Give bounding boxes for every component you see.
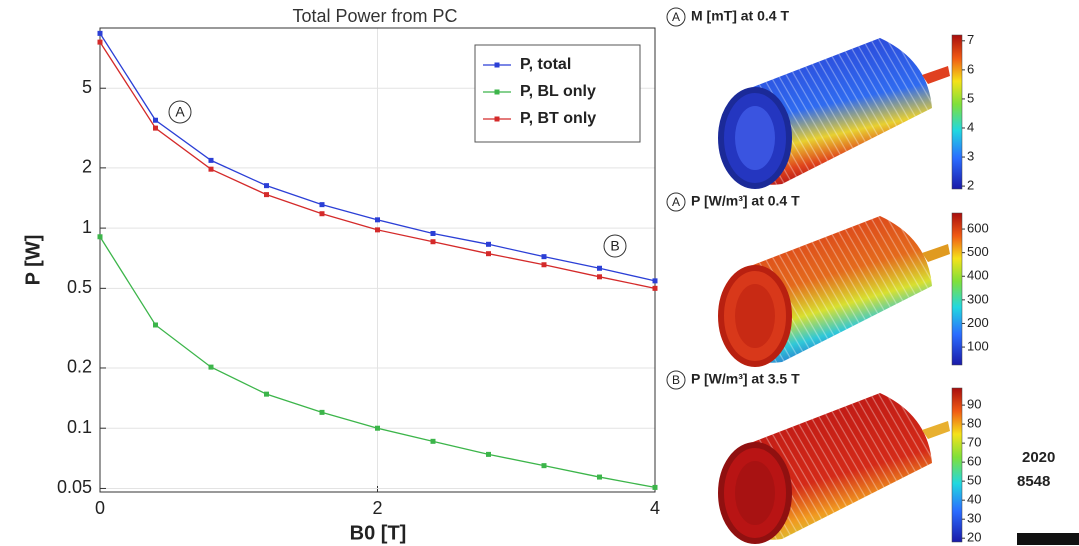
point: [98, 40, 103, 45]
colorbar-tick-label: 200: [967, 315, 989, 330]
colorbar-tick-label: 300: [967, 291, 989, 306]
point: [486, 251, 491, 256]
point: [209, 365, 214, 370]
colorbar-tick-label: 6: [967, 61, 974, 76]
cylinder: [721, 216, 950, 364]
point: [98, 234, 103, 239]
colorbar-tick-label: 500: [967, 244, 989, 259]
x-tick-label: 2: [372, 498, 382, 518]
panel-marker: B: [672, 373, 680, 387]
cylinder-renders: [721, 38, 950, 541]
panel-title: P [W/m³] at 0.4 T: [691, 193, 800, 209]
point: [431, 231, 436, 236]
colorbar: [952, 388, 962, 542]
point: [653, 286, 658, 291]
legend-label: P, BT only: [520, 110, 596, 127]
colorbar-tick-label: 7: [967, 32, 974, 47]
legend-marker: [495, 63, 500, 68]
point: [209, 158, 214, 163]
colorbar-tick-label: 60: [967, 454, 981, 469]
colorbar-tick-label: 40: [967, 492, 981, 507]
colorbar: [952, 35, 962, 189]
point: [597, 274, 602, 279]
point: [153, 126, 158, 131]
colorbar-tick-label: 20: [967, 530, 981, 545]
colorbar-tick-label: 400: [967, 268, 989, 283]
chart-title: Total Power from PC: [292, 6, 457, 26]
colorbar-tick-label: 5: [967, 90, 974, 105]
side-text: 8548: [1017, 473, 1050, 490]
colorbar-tick-label: 70: [967, 435, 981, 450]
point: [264, 392, 269, 397]
point: [264, 183, 269, 188]
annotation: B: [610, 238, 619, 254]
legend-marker: [495, 90, 500, 95]
point: [320, 202, 325, 207]
y-tick-label: 2: [82, 157, 92, 177]
colorbar-tick-label: 90: [967, 397, 981, 412]
colorbar-tick-label: 4: [967, 119, 974, 134]
x-tick-label: 0: [95, 498, 105, 518]
point: [375, 217, 380, 222]
page: Total Power from PC B0 [T] P [W] 2020 85…: [0, 0, 1079, 546]
y-tick-label: 0.1: [67, 417, 92, 437]
point: [431, 439, 436, 444]
point: [153, 322, 158, 327]
point: [98, 31, 103, 36]
point: [375, 227, 380, 232]
point: [542, 262, 547, 267]
x-tick-label: 4: [650, 498, 660, 518]
point: [431, 239, 436, 244]
point: [542, 254, 547, 259]
legend-marker: [495, 117, 500, 122]
black-bar: [1017, 533, 1079, 545]
point: [597, 266, 602, 271]
point: [653, 278, 658, 283]
x-axis-label: B0 [T]: [350, 522, 407, 544]
y-tick-label: 5: [82, 77, 92, 97]
colorbar-tick-label: 2: [967, 178, 974, 193]
colorbar: [952, 213, 962, 365]
legend-label: P, BL only: [520, 83, 596, 100]
point: [153, 118, 158, 123]
colorbar-tick-label: 100: [967, 338, 989, 353]
legend-label: P, total: [520, 56, 571, 73]
colorbar-tick-label: 50: [967, 473, 981, 488]
panel-title: P [W/m³] at 3.5 T: [691, 371, 800, 387]
y-tick-label: 1: [82, 217, 92, 237]
y-axis-label: P [W]: [22, 235, 44, 286]
point: [597, 475, 602, 480]
colorbar-tick-label: 30: [967, 511, 981, 526]
point: [542, 463, 547, 468]
panel-marker: A: [672, 10, 680, 24]
side-text: 2020: [1022, 449, 1055, 466]
y-tick-label: 0.05: [57, 477, 92, 497]
point: [653, 485, 658, 490]
panel-marker: A: [672, 195, 680, 209]
point: [375, 426, 380, 431]
y-tick-label: 0.5: [67, 277, 92, 297]
point: [209, 167, 214, 172]
cylinder: [721, 393, 950, 541]
point: [264, 192, 269, 197]
cylinder: [721, 38, 950, 186]
point: [486, 242, 491, 247]
colorbar-tick-label: 600: [967, 220, 989, 235]
point: [320, 211, 325, 216]
y-tick-label: 0.2: [67, 357, 92, 377]
panel-title: M [mT] at 0.4 T: [691, 8, 789, 24]
colorbar-tick-label: 80: [967, 416, 981, 431]
point: [486, 452, 491, 457]
annotation: A: [175, 104, 185, 120]
point: [320, 410, 325, 415]
colorbar-tick-label: 3: [967, 148, 974, 163]
